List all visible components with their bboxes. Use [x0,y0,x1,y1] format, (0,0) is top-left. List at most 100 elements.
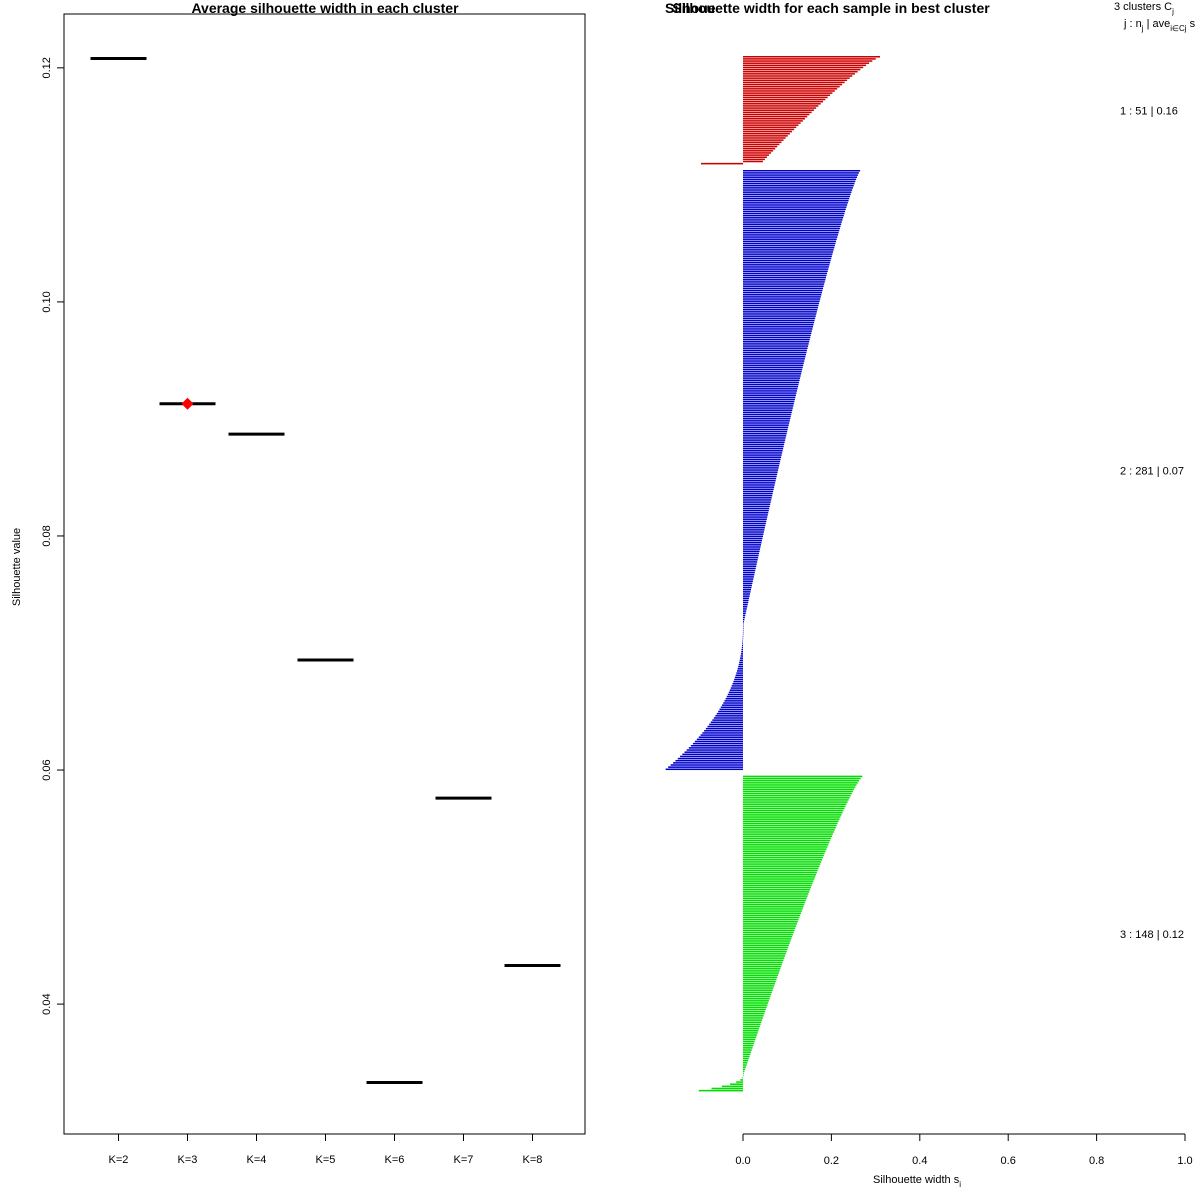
left-x-tick-label: K=7 [454,1154,474,1166]
silhouette-bar [736,672,743,674]
silhouette-bar [743,940,791,942]
silhouette-bar [743,968,781,970]
silhouette-bar [743,841,830,844]
silhouette-bar [743,912,801,914]
silhouette-bar [743,137,786,139]
silhouette-bar [743,456,782,458]
silhouette-bar [743,338,810,341]
silhouette-bar [743,529,765,531]
silhouette-bar [743,130,793,133]
silhouette-bar [682,753,743,756]
silhouette-bar [743,227,840,230]
silhouette-bar [743,1057,749,1060]
silhouette-bar [743,353,806,356]
silhouette-bar [739,659,743,662]
silhouette-bar [743,995,771,998]
silhouette-bar [743,987,774,989]
silhouette-bar [743,240,837,243]
silhouette-bar [743,143,780,146]
silhouette-bar [743,1062,748,1064]
silhouette-bar [732,683,743,685]
silhouette-bar [743,584,752,587]
right-x-axis-label-sub: i [959,1180,961,1189]
silhouette-bar [701,162,743,165]
silhouette-bar [743,328,813,330]
silhouette-bar [743,1049,752,1051]
silhouette-bar [743,364,804,367]
silhouette-bar [743,415,791,418]
silhouette-bar [743,837,832,840]
silhouette-bar [743,507,770,510]
left-chart-title: Average silhouette width in each cluster [191,0,459,16]
silhouette-bar [743,1000,769,1002]
silhouette-bar [743,315,816,317]
silhouette-bar [743,535,763,538]
silhouette-bar [743,503,771,506]
silhouette-bar [743,1004,768,1006]
silhouette-bar [743,561,758,563]
silhouette-bar [743,826,836,829]
silhouette-bar [743,512,769,514]
silhouette-bar [743,792,852,795]
silhouette-bar [743,68,861,71]
silhouette-bar [743,413,792,416]
silhouette-bar [743,610,747,612]
silhouette-bar [743,73,855,75]
left-y-tick-label: 0.06 [41,759,53,780]
left-x-tick-label: K=6 [385,1154,405,1166]
silhouette-bar [741,646,743,649]
silhouette-bar [743,929,795,932]
silhouette-bar [743,608,747,610]
silhouette-bar [743,445,784,448]
silhouette-bar [743,621,744,623]
silhouette-bar [743,390,797,392]
right-x-tick-label: 1.0 [1177,1155,1192,1167]
silhouette-bar [743,471,778,473]
left-y-axis-label: Silhouette value [11,528,23,606]
silhouette-bar [743,64,867,67]
silhouette-bar [743,567,756,570]
silhouette-bar [743,488,774,491]
silhouette-bar [734,678,743,681]
silhouette-bar [743,105,819,107]
silhouette-bar [743,113,810,116]
silhouette-bar [743,901,806,904]
silhouette-bar [743,554,759,557]
silhouette-bar [743,475,777,478]
silhouette-bar [743,859,823,861]
silhouette-bar [743,270,828,273]
cluster-label: 1 : 51 | 0.16 [1120,106,1178,118]
silhouette-bar [743,238,837,240]
silhouette-bar [743,816,841,818]
silhouette-bar [743,586,752,589]
silhouette-bar [743,935,793,938]
best-k-marker [181,397,194,410]
silhouette-bar [743,891,810,893]
silhouette-bar [742,644,743,647]
silhouette-bar [743,428,788,431]
silhouette-bar [743,1053,751,1056]
silhouette-bar [710,721,743,724]
silhouette-bar [743,516,768,518]
silhouette-bar [743,1055,750,1058]
silhouette-bar [743,831,834,833]
silhouette-bar [743,156,767,159]
silhouette-bar [743,184,854,187]
silhouette-bar [721,1085,743,1088]
silhouette-bar [743,921,798,923]
silhouette-bar [743,396,796,399]
silhouette-bar [742,635,744,638]
silhouette-bar [743,424,789,426]
silhouette-bar [743,81,845,84]
silhouette-bar [743,1019,763,1021]
silhouette-bar [743,308,818,311]
silhouette-bar [741,648,743,651]
silhouette-bar [743,460,781,463]
silhouette-bar [743,477,777,480]
silhouette-bar [743,287,824,290]
silhouette-bar [743,1051,752,1053]
silhouette-bar [743,464,780,467]
silhouette-bar [743,221,842,223]
silhouette-bar [743,1023,761,1026]
legend-header-line1: 3 clusters Cj [1114,1,1174,16]
